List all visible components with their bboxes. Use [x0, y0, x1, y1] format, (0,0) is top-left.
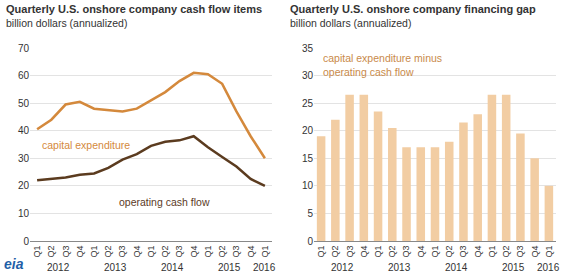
svg-text:15: 15 — [302, 153, 314, 164]
svg-text:2013: 2013 — [388, 262, 411, 273]
svg-text:0: 0 — [307, 236, 313, 247]
svg-text:Q1: Q1 — [146, 246, 156, 258]
html-text:billion dollars (annualized): billion dollars (annualized) — [6, 17, 128, 29]
svg-text:2012: 2012 — [331, 262, 354, 273]
svg-text:Q4: Q4 — [416, 246, 426, 258]
svg-text:10: 10 — [18, 208, 30, 219]
svg-text:Q3: Q3 — [458, 246, 468, 258]
svg-text:Q4: Q4 — [473, 246, 483, 258]
svg-text:60: 60 — [18, 70, 30, 81]
html-text:Quarterly U.S. onshore company: Quarterly U.S. onshore company financing… — [290, 3, 536, 15]
svg-text:Q3: Q3 — [231, 246, 241, 258]
svg-text:35: 35 — [302, 43, 314, 54]
svg-text:Q3: Q3 — [515, 246, 525, 258]
svg-text:2014: 2014 — [445, 262, 468, 273]
svg-text:Q1: Q1 — [487, 246, 497, 258]
svg-text:30: 30 — [18, 153, 30, 164]
svg-text:50: 50 — [18, 98, 30, 109]
svg-text:Q2: Q2 — [387, 246, 397, 258]
svg-text:Q1: Q1 — [203, 246, 213, 258]
svg-text:2016: 2016 — [253, 262, 276, 273]
svg-text:capital expenditure minusopera: capital expenditure minusoperating cash … — [323, 52, 442, 78]
svg-text:Q1: Q1 — [544, 246, 554, 258]
svg-text:5: 5 — [307, 208, 313, 219]
svg-text:Q4: Q4 — [530, 246, 540, 258]
svg-text:70: 70 — [18, 43, 30, 54]
svg-text:2012: 2012 — [47, 262, 70, 273]
svg-text:Q1: Q1 — [316, 246, 326, 258]
svg-text:30: 30 — [302, 70, 314, 81]
svg-text:Q2: Q2 — [444, 246, 454, 258]
svg-text:Q2: Q2 — [103, 246, 113, 258]
html-text:billion dollars (annualized): billion dollars (annualized) — [290, 17, 412, 29]
svg-text:Q4: Q4 — [246, 246, 256, 258]
svg-text:Q2: Q2 — [501, 246, 511, 258]
svg-text:Q3: Q3 — [117, 246, 127, 258]
svg-text:Q1: Q1 — [32, 246, 42, 258]
svg-text:Q3: Q3 — [345, 246, 355, 258]
svg-text:Q4: Q4 — [189, 246, 199, 258]
svg-text:2015: 2015 — [502, 262, 525, 273]
svg-text:2014: 2014 — [161, 262, 184, 273]
svg-text:Q2: Q2 — [330, 246, 340, 258]
svg-text:20: 20 — [302, 125, 314, 136]
svg-text:capital expenditure: capital expenditure — [42, 139, 130, 151]
svg-text:Q3: Q3 — [174, 246, 184, 258]
svg-text:Q3: Q3 — [61, 246, 71, 258]
svg-text:0: 0 — [23, 236, 29, 247]
svg-text:Q2: Q2 — [217, 246, 227, 258]
svg-text:Q2: Q2 — [46, 246, 56, 258]
svg-text:20: 20 — [18, 180, 30, 191]
html-text:eia: eia — [4, 256, 24, 272]
svg-text:Q4: Q4 — [75, 246, 85, 258]
svg-text:25: 25 — [302, 98, 314, 109]
svg-text:Q3: Q3 — [401, 246, 411, 258]
svg-text:40: 40 — [18, 125, 30, 136]
svg-text:Q4: Q4 — [359, 246, 369, 258]
svg-text:Q1: Q1 — [373, 246, 383, 258]
svg-text:Q2: Q2 — [160, 246, 170, 258]
svg-text:Q1: Q1 — [89, 246, 99, 258]
svg-text:2015: 2015 — [218, 262, 241, 273]
svg-text:Q1: Q1 — [430, 246, 440, 258]
svg-text:10: 10 — [302, 180, 314, 191]
html-text:Quarterly U.S. onshore company: Quarterly U.S. onshore company cash flow… — [6, 3, 263, 15]
svg-text:operating cash flow: operating cash flow — [119, 196, 210, 208]
svg-text:2013: 2013 — [104, 262, 127, 273]
svg-text:Q4: Q4 — [132, 246, 142, 258]
svg-text:Q1: Q1 — [260, 246, 270, 258]
svg-text:2016: 2016 — [537, 262, 560, 273]
